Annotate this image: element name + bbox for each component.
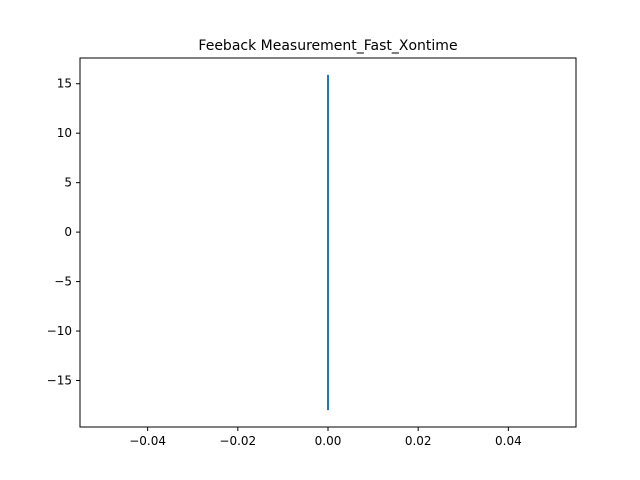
x-tick-label: 0.02: [405, 434, 432, 448]
x-tick-label: −0.02: [219, 434, 256, 448]
y-tick-label: −5: [54, 275, 72, 289]
y-tick-label: −15: [47, 374, 72, 388]
x-axis: −0.04 −0.02 0.00 0.02 0.04: [129, 427, 522, 448]
x-tick-label: 0.00: [315, 434, 342, 448]
y-tick-label: −10: [47, 324, 72, 338]
y-tick-label: 10: [57, 126, 72, 140]
y-axis: 15 10 5 0 −5 −10 −15: [47, 77, 80, 388]
x-tick-label: −0.04: [129, 434, 166, 448]
y-tick-label: 15: [57, 77, 72, 91]
y-tick-label: 5: [64, 176, 72, 190]
x-tick-label: 0.04: [495, 434, 522, 448]
chart-title: Feeback Measurement_Fast_Xontime: [198, 38, 457, 54]
y-tick-label: 0: [64, 225, 72, 239]
